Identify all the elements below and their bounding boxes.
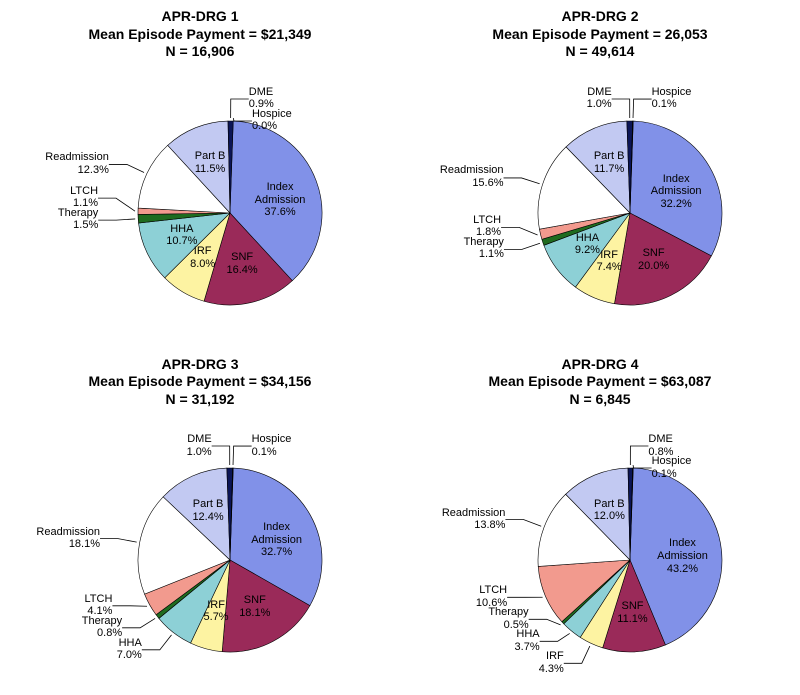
pie-chart: Index Admission 37.6%SNF 16.4%IRF 8.0%HH… [10, 63, 390, 343]
leader-line [540, 633, 570, 641]
leader-line [633, 465, 652, 468]
leader-line [633, 99, 652, 118]
panel-apr-drg-2: APR-DRG 2 Mean Episode Payment = 26,053 … [400, 0, 800, 348]
leader-line [505, 520, 541, 527]
leader-line [529, 619, 561, 625]
chart-title: APR-DRG 2 Mean Episode Payment = 26,053 … [492, 8, 707, 61]
chart-title: APR-DRG 1 Mean Episode Payment = $21,349… [89, 8, 312, 61]
leader-line [612, 99, 630, 118]
leader-line [122, 618, 155, 627]
panel-apr-drg-3: APR-DRG 3 Mean Episode Payment = $34,156… [0, 348, 400, 695]
chart-title: APR-DRG 3 Mean Episode Payment = $34,156… [89, 356, 312, 409]
leader-line [109, 164, 144, 172]
leader-line [212, 446, 230, 465]
pie-chart: Index Admission 32.2%SNF 20.0%IRF 7.4%HH… [410, 63, 790, 343]
chart-grid: APR-DRG 1 Mean Episode Payment = $21,349… [0, 0, 800, 695]
leader-line [501, 227, 537, 235]
leader-line [630, 446, 648, 465]
leader-line [233, 446, 252, 465]
pie-chart: Index Admission 43.2%SNF 11.1%IRF 4.3%HH… [410, 410, 790, 690]
leader-line [564, 646, 590, 663]
leader-line [231, 99, 249, 118]
leader-line [142, 635, 172, 650]
leader-line [504, 243, 540, 249]
panel-apr-drg-4: APR-DRG 4 Mean Episode Payment = $63,087… [400, 348, 800, 695]
leader-line [504, 177, 540, 183]
leader-line [98, 218, 135, 219]
leader-line [100, 539, 137, 543]
pie-chart: Index Admission 32.7%SNF 18.1%IRF 5.7%HH… [10, 410, 390, 690]
leader-line [233, 118, 252, 121]
leader-line [98, 198, 135, 211]
chart-title: APR-DRG 4 Mean Episode Payment = $63,087… [489, 356, 712, 409]
panel-apr-drg-1: APR-DRG 1 Mean Episode Payment = $21,349… [0, 0, 400, 348]
